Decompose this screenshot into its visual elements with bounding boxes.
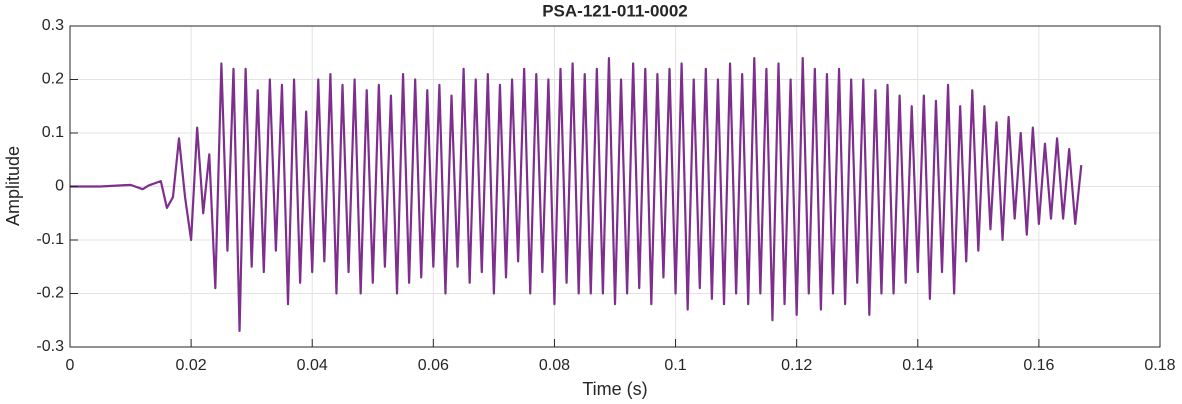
x-tick-label: 0.16 [1023, 357, 1054, 374]
series [70, 57, 1083, 333]
y-tick-label: -0.3 [36, 338, 64, 355]
x-tick-label: 0.14 [902, 357, 933, 374]
x-tick-label: 0.12 [781, 357, 812, 374]
y-axis-label: Amplitude [3, 146, 23, 226]
x-tick-label: 0.1 [664, 357, 686, 374]
x-tick-label: 0 [66, 357, 75, 374]
y-tick-label: 0 [55, 178, 64, 195]
y-tick-label: -0.1 [36, 231, 64, 248]
x-tick-label: 0.08 [539, 357, 570, 374]
y-tick-label: -0.2 [36, 285, 64, 302]
x-tick-label: 0.06 [418, 357, 449, 374]
ticks: 0 0.02 0.04 0.06 0.08 0.1 0.12 0.14 0.16 0.18 -0.3… [36, 17, 1175, 374]
x-tick-label: 0.18 [1144, 357, 1175, 374]
y-tick-label: 0.1 [42, 124, 64, 141]
x-axis-label: Time (s) [582, 379, 647, 399]
chart-title: PSA-121-011-0002 [542, 1, 688, 20]
y-tick-label: 0.3 [42, 17, 64, 34]
x-tick-label: 0.02 [176, 357, 207, 374]
waveform-line [70, 57, 1083, 333]
y-tick-label: 0.2 [42, 71, 64, 88]
x-tick-label: 0.04 [297, 357, 328, 374]
